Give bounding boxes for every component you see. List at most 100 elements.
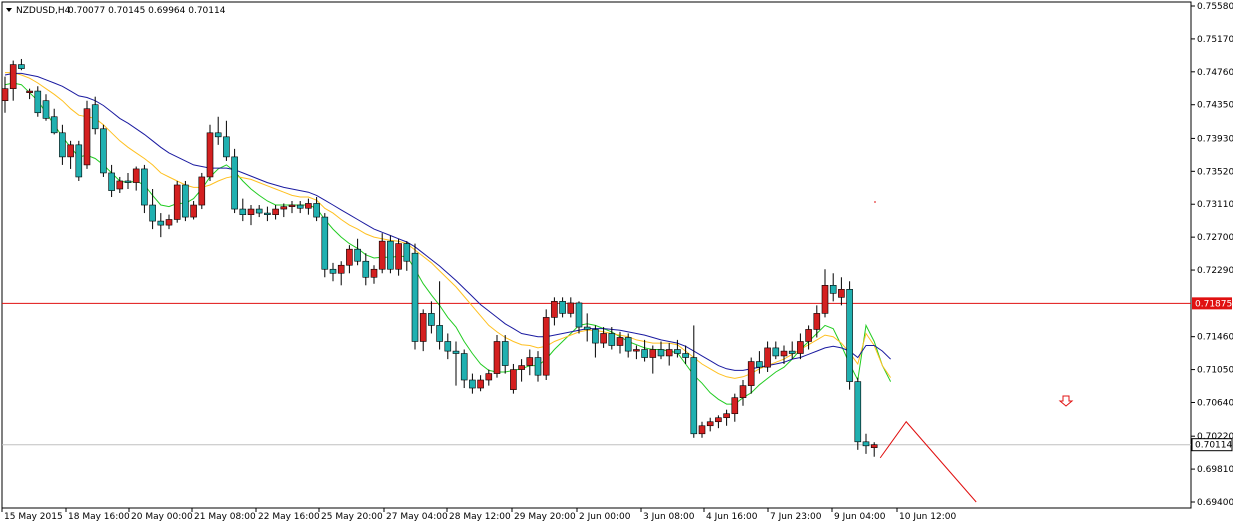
ohlc-readout: 0.70077 0.70145 0.69964 0.70114 [68, 6, 226, 16]
candle [239, 208, 247, 215]
down-arrow-icon [1058, 395, 1074, 407]
candle [460, 353, 468, 381]
time-tick-label: 22 May 16:00 [258, 512, 320, 522]
current-price-tag [1191, 438, 1233, 452]
price-tick-label: 0.72290 [1197, 266, 1233, 276]
candle [182, 184, 189, 218]
candle [731, 397, 739, 415]
candle [657, 349, 665, 357]
candle [321, 216, 329, 270]
time-tick-label: 18 May 16:00 [68, 512, 130, 522]
candle [739, 385, 747, 398]
candle [690, 357, 698, 435]
candle [559, 301, 566, 314]
candle [600, 333, 607, 344]
candle [157, 220, 165, 226]
candle [362, 260, 370, 278]
candle [403, 243, 411, 262]
candle [821, 285, 829, 314]
candle [526, 357, 534, 366]
candle [551, 301, 558, 318]
candle [674, 349, 681, 354]
plot-area [1, 1, 1192, 509]
candle [854, 381, 862, 443]
time-tick-label: 2 Jun 00:00 [579, 512, 631, 522]
time-tick-label: 3 Jun 08:00 [643, 512, 695, 522]
time-tick-label: 10 Jun 12:00 [899, 512, 956, 522]
candle [501, 341, 509, 366]
candle [510, 369, 517, 390]
price-tick-label: 0.71050 [1197, 366, 1233, 376]
time-tick-label: 25 May 20:00 [321, 512, 383, 522]
candle [231, 156, 238, 210]
candle [756, 361, 763, 368]
price-tick-label: 0.70640 [1197, 398, 1233, 408]
candle [534, 357, 542, 376]
candle [870, 444, 878, 448]
candle [370, 268, 378, 278]
candle [75, 144, 83, 178]
candle [649, 349, 657, 358]
candle [788, 350, 796, 354]
candle [206, 132, 214, 178]
dropdown-triangle-icon[interactable] [6, 8, 12, 12]
candle [223, 136, 230, 158]
candle [395, 243, 402, 270]
candle [862, 441, 870, 447]
price-tick-label: 0.75580 [1197, 2, 1233, 12]
candle [723, 413, 730, 419]
moving-average-slow [4, 72, 891, 371]
candle [116, 180, 124, 190]
candle [190, 204, 197, 218]
price-tick-label: 0.75170 [1197, 35, 1233, 45]
candle [567, 302, 575, 314]
price-tick-label: 0.70220 [1197, 432, 1233, 442]
candle [805, 329, 812, 342]
candle [608, 333, 616, 346]
candle [624, 337, 632, 352]
price-tick-label: 0.74760 [1197, 68, 1233, 78]
price-tick-label: 0.71460 [1197, 333, 1233, 343]
candle [173, 184, 181, 220]
candle [329, 268, 337, 274]
candle [378, 240, 386, 270]
candle [715, 417, 722, 423]
candle [149, 204, 156, 222]
candle [313, 203, 320, 218]
time-tick-label: 21 May 08:00 [194, 512, 256, 522]
candle [346, 248, 353, 266]
candle [165, 219, 173, 226]
candle [264, 212, 271, 215]
symbol-label: NZDUSD,H4 [16, 6, 71, 16]
candle [641, 349, 648, 358]
current-price-label: 0.70114 [1195, 441, 1232, 451]
candle [592, 329, 599, 344]
candle [633, 349, 640, 352]
candle [272, 208, 279, 215]
candle [280, 206, 288, 210]
candle [444, 341, 452, 352]
candle [100, 128, 107, 174]
candle [26, 90, 33, 93]
candle [91, 104, 99, 130]
price-tick-label: 0.69810 [1197, 465, 1233, 475]
candle [247, 208, 255, 215]
candle [354, 248, 361, 262]
candle [50, 116, 58, 134]
candle [838, 289, 845, 298]
candle [1, 88, 9, 102]
candle [772, 347, 780, 357]
candle [780, 350, 788, 357]
price-tick-label: 0.73520 [1197, 167, 1233, 177]
candle [829, 285, 837, 294]
price-tick-label: 0.73110 [1197, 200, 1233, 210]
price-tick-label: 0.74350 [1197, 101, 1233, 111]
price-line-tag [1192, 297, 1232, 310]
time-tick-label: 4 Jun 16:00 [706, 512, 758, 522]
time-tick-label: 9 Jun 04:00 [834, 512, 886, 522]
candle [698, 425, 706, 435]
candle [255, 208, 263, 214]
candle [337, 264, 345, 274]
